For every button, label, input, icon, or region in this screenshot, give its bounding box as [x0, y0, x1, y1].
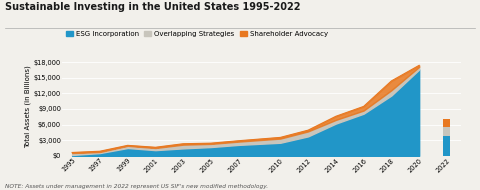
- Y-axis label: Total Assets (in Billions): Total Assets (in Billions): [24, 65, 31, 148]
- Text: Sustainable Investing in the United States 1995-2022: Sustainable Investing in the United Stat…: [5, 2, 300, 12]
- Legend: ESG Incorporation, Overlapping Strategies, Shareholder Advocacy: ESG Incorporation, Overlapping Strategie…: [66, 31, 328, 37]
- Text: NOTE: Assets under management in 2022 represent US SIF's new modified methodolog: NOTE: Assets under management in 2022 re…: [5, 184, 268, 189]
- Bar: [444, 119, 450, 127]
- Bar: [444, 127, 450, 135]
- Bar: [444, 135, 450, 156]
